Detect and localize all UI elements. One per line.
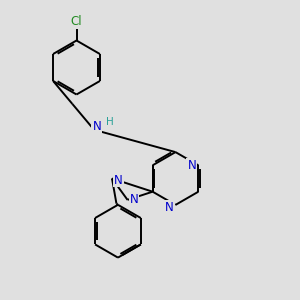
Text: N: N [188,159,196,172]
Text: Cl: Cl [71,15,82,28]
Text: N: N [165,201,174,214]
Text: N: N [114,173,123,187]
Text: N: N [130,194,139,206]
Text: H: H [106,117,114,127]
Text: N: N [92,121,101,134]
